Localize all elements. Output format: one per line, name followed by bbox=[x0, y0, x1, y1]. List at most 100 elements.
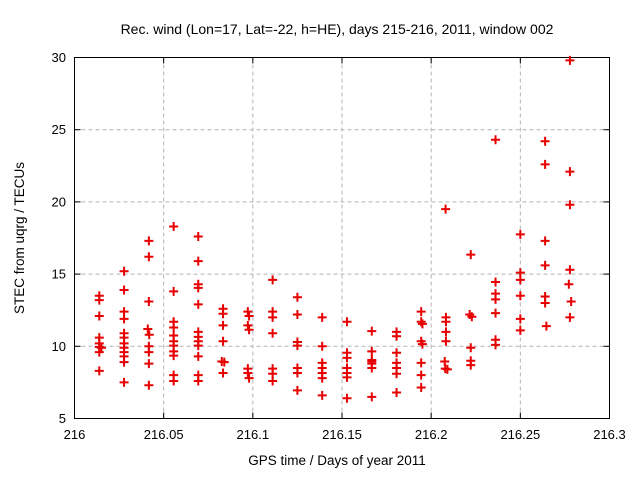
data-point bbox=[193, 351, 203, 361]
data-point bbox=[144, 252, 154, 262]
data-point bbox=[466, 360, 476, 370]
data-point bbox=[416, 307, 426, 317]
data-point bbox=[292, 292, 302, 302]
data-point bbox=[467, 312, 477, 322]
data-point bbox=[244, 373, 254, 383]
data-point bbox=[417, 319, 427, 329]
data-point bbox=[218, 320, 228, 330]
y-tick-label: 30 bbox=[52, 50, 66, 65]
data-point bbox=[416, 370, 426, 380]
data-point bbox=[244, 325, 254, 335]
x-tick-label: 216.05 bbox=[144, 427, 184, 442]
y-tick-label: 25 bbox=[52, 122, 66, 137]
data-point bbox=[292, 310, 302, 320]
y-axis-label: STEC from uqrg / TECUs bbox=[12, 162, 27, 314]
x-tick-label: 216.3 bbox=[593, 427, 626, 442]
data-point bbox=[367, 326, 377, 336]
y-tick-label: 20 bbox=[52, 194, 66, 209]
data-point bbox=[491, 135, 501, 145]
x-tick-label: 216.2 bbox=[415, 427, 448, 442]
x-tick-label: 216 bbox=[64, 427, 86, 442]
data-point bbox=[144, 359, 154, 369]
data-point bbox=[417, 339, 427, 349]
data-point bbox=[94, 366, 104, 376]
plot-border-and-ticks bbox=[74, 57, 610, 419]
data-point bbox=[515, 275, 525, 285]
data-point bbox=[119, 357, 129, 367]
data-point bbox=[466, 343, 476, 353]
data-point bbox=[317, 312, 327, 322]
data-point bbox=[342, 317, 352, 327]
data-point bbox=[268, 328, 278, 338]
data-point bbox=[268, 312, 278, 322]
data-point bbox=[193, 232, 203, 242]
data-point bbox=[94, 295, 104, 305]
data-points bbox=[94, 55, 576, 403]
data-point bbox=[292, 368, 302, 378]
data-point bbox=[342, 353, 352, 363]
plot-border bbox=[74, 57, 610, 419]
data-point bbox=[169, 376, 179, 386]
data-point bbox=[367, 392, 377, 402]
data-point bbox=[317, 373, 327, 383]
data-point bbox=[119, 266, 129, 276]
data-point bbox=[540, 236, 550, 246]
data-point bbox=[515, 325, 525, 335]
data-point bbox=[565, 167, 575, 177]
data-point bbox=[96, 343, 106, 353]
data-point bbox=[441, 204, 451, 214]
x-tick-label: 216.25 bbox=[500, 427, 540, 442]
data-point bbox=[564, 279, 574, 289]
data-point bbox=[342, 372, 352, 382]
data-point bbox=[515, 291, 525, 301]
data-point bbox=[317, 341, 327, 351]
data-point bbox=[119, 285, 129, 295]
data-point bbox=[193, 341, 203, 351]
data-point bbox=[466, 250, 476, 260]
y-tick-label: 10 bbox=[52, 339, 66, 354]
data-point bbox=[169, 286, 179, 296]
data-point bbox=[144, 380, 154, 390]
data-point bbox=[292, 341, 302, 351]
data-point bbox=[491, 277, 501, 287]
data-point bbox=[491, 308, 501, 318]
data-point bbox=[367, 346, 377, 356]
data-point bbox=[143, 324, 153, 334]
data-point bbox=[565, 200, 575, 210]
data-point bbox=[392, 331, 402, 341]
data-point bbox=[367, 363, 377, 373]
data-point bbox=[441, 317, 451, 327]
data-point bbox=[392, 388, 402, 398]
data-point bbox=[169, 323, 179, 333]
data-point bbox=[218, 336, 228, 346]
data-point bbox=[144, 236, 154, 246]
x-tick-label: 216.1 bbox=[237, 427, 270, 442]
data-point bbox=[565, 312, 575, 322]
data-point bbox=[193, 283, 203, 293]
data-point bbox=[292, 385, 302, 395]
data-point bbox=[540, 298, 550, 308]
data-point bbox=[94, 311, 104, 321]
data-point bbox=[342, 393, 352, 403]
data-point bbox=[441, 327, 451, 337]
data-point bbox=[94, 347, 104, 357]
data-point bbox=[119, 314, 129, 324]
data-point bbox=[218, 309, 228, 319]
data-point bbox=[243, 307, 253, 317]
data-point bbox=[144, 330, 154, 340]
data-point bbox=[566, 297, 576, 307]
data-point bbox=[218, 368, 228, 378]
data-point bbox=[169, 221, 179, 231]
data-point bbox=[540, 260, 550, 270]
data-point bbox=[193, 376, 203, 386]
data-point bbox=[540, 136, 550, 146]
data-point bbox=[565, 55, 575, 65]
data-point bbox=[144, 297, 154, 307]
data-point bbox=[565, 265, 575, 275]
y-tick-label: 15 bbox=[52, 267, 66, 282]
data-point bbox=[442, 364, 452, 374]
data-point bbox=[392, 369, 402, 379]
x-axis-label: GPS time / Days of year 2011 bbox=[248, 453, 426, 468]
